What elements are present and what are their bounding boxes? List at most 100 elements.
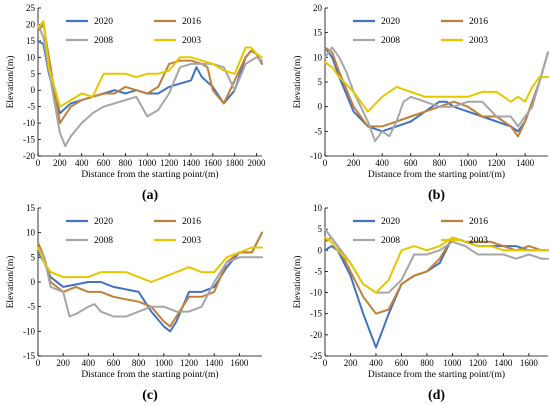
legend-label-2008: 2008 — [94, 236, 113, 246]
series-line-2003 — [37, 20, 263, 108]
legend-label-2003: 2003 — [469, 36, 488, 46]
series-line-2016 — [37, 231, 263, 328]
y-tick-label: -15 — [23, 135, 35, 145]
legend-label-2003: 2003 — [182, 36, 201, 46]
series-line-2020 — [324, 46, 549, 133]
y-tick-label: -15 — [23, 351, 35, 361]
x-tick-label: 1600 — [520, 358, 539, 368]
chart-panel-3: -15 -10 -5 0 5 10 15 0 200 400 600 800 1000 1200 1400 1… — [5, 203, 263, 403]
x-axis-label: Distance from the starting point/(m) — [81, 169, 218, 180]
y-tick-label: -20 — [23, 151, 35, 161]
y-tick-label: -5 — [315, 266, 323, 276]
chart-panel-1: -20 -15 -10 -5 0 5 10 15 20 25 0 200 400 600 800 1000 12… — [5, 3, 266, 203]
y-tick-label: -15 — [310, 309, 322, 319]
y-tick-label: 20 — [313, 3, 323, 13]
y-tick-label: -25 — [310, 351, 322, 361]
x-tick-label: 400 — [75, 158, 89, 168]
x-tick-label: 1400 — [494, 358, 513, 368]
x-tick-label: 200 — [56, 358, 70, 368]
legend-label-2020: 2020 — [381, 17, 400, 27]
y-tick-label: 5 — [318, 224, 323, 234]
legend-label-2020: 2020 — [94, 217, 113, 227]
y-tick-label: -10 — [23, 118, 35, 128]
x-tick-label: 1200 — [160, 158, 179, 168]
x-tick-label: 1200 — [469, 358, 488, 368]
y-tick-label: 0 — [31, 277, 36, 287]
legend-label-2008: 2008 — [94, 36, 113, 46]
legend-label-2020: 2020 — [381, 217, 400, 227]
x-tick-label: 1400 — [516, 158, 535, 168]
series-line-2008 — [37, 246, 263, 318]
x-tick-label: 400 — [82, 358, 96, 368]
series-line-2020 — [324, 236, 549, 349]
panel-label: (a) — [142, 188, 159, 203]
panel-label: (d) — [428, 388, 445, 403]
y-tick-label: 5 — [318, 77, 323, 87]
legend-label-2003: 2003 — [469, 236, 488, 246]
y-tick-label: -10 — [23, 326, 35, 336]
y-tick-label: 25 — [26, 3, 36, 13]
y-tick-label: 0 — [318, 245, 323, 255]
y-tick-label: 15 — [313, 28, 323, 38]
x-tick-label: 0 — [323, 358, 328, 368]
y-tick-label: 5 — [31, 252, 36, 262]
x-tick-label: 200 — [53, 158, 67, 168]
legend-label-2003: 2003 — [182, 236, 201, 246]
y-tick-label: 10 — [26, 228, 36, 238]
y-tick-label: -20 — [310, 330, 322, 340]
x-tick-label: 1800 — [226, 158, 245, 168]
series-line-2003 — [37, 246, 263, 283]
x-tick-label: 200 — [347, 158, 361, 168]
y-tick-label: -10 — [310, 151, 322, 161]
x-tick-label: 1200 — [180, 358, 199, 368]
legend-label-2008: 2008 — [381, 236, 400, 246]
x-tick-label: 1600 — [230, 358, 249, 368]
x-tick-label: 400 — [369, 358, 383, 368]
x-tick-label: 800 — [132, 358, 146, 368]
y-tick-label: 10 — [26, 52, 36, 62]
x-tick-label: 0 — [36, 358, 41, 368]
series-line-2016 — [37, 23, 263, 125]
y-tick-label: 15 — [26, 36, 36, 46]
x-tick-label: 600 — [107, 358, 121, 368]
panel-label: (c) — [142, 388, 158, 403]
x-tick-label: 800 — [433, 158, 447, 168]
x-axis-label: Distance from the starting point/(m) — [81, 369, 218, 380]
y-tick-label: 0 — [31, 85, 36, 95]
y-axis-label: Elevation/(m) — [292, 56, 303, 109]
y-axis-label: Elevation/(m) — [5, 56, 16, 109]
legend-label-2016: 2016 — [182, 17, 201, 27]
y-axis-label: Elevation/(m) — [292, 256, 303, 309]
y-tick-label: -10 — [310, 288, 322, 298]
series-line-2003 — [324, 61, 549, 113]
y-tick-label: -5 — [28, 302, 36, 312]
x-tick-label: 1200 — [488, 158, 507, 168]
x-axis-label: Distance from the starting point/(m) — [368, 369, 505, 380]
chart-panel-4: -25 -20 -15 -10 -5 0 5 10 0 200 400 600 800 1000 1200 1… — [292, 203, 549, 403]
y-tick-label: 15 — [26, 203, 36, 213]
series-line-2003 — [324, 236, 549, 294]
x-tick-label: 1000 — [155, 358, 174, 368]
legend-label-2016: 2016 — [469, 217, 488, 227]
x-tick-label: 600 — [97, 158, 111, 168]
x-tick-label: 600 — [395, 358, 409, 368]
x-tick-label: 400 — [375, 158, 389, 168]
x-tick-label: 0 — [323, 158, 328, 168]
legend-label-2020: 2020 — [94, 17, 113, 27]
y-tick-label: -5 — [315, 126, 323, 136]
x-tick-label: 2000 — [248, 158, 267, 168]
legend-label-2016: 2016 — [469, 17, 488, 27]
panel-label: (b) — [428, 188, 445, 203]
x-tick-label: 200 — [344, 358, 358, 368]
y-tick-label: -5 — [28, 102, 36, 112]
x-tick-label: 1000 — [459, 158, 478, 168]
legend-label-2016: 2016 — [182, 217, 201, 227]
y-tick-label: 10 — [313, 203, 323, 213]
series-line-2008 — [37, 23, 263, 148]
x-tick-label: 1000 — [138, 158, 157, 168]
x-tick-label: 800 — [420, 358, 434, 368]
y-tick-label: 10 — [313, 52, 323, 62]
legend-label-2008: 2008 — [381, 36, 400, 46]
